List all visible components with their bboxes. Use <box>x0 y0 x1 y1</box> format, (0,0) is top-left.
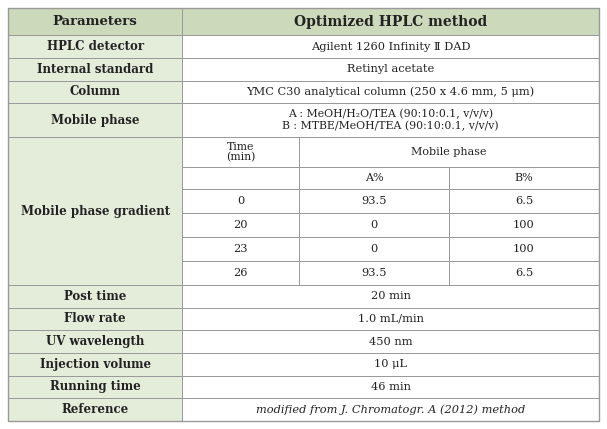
Bar <box>299 213 449 237</box>
Bar <box>299 237 449 261</box>
Bar <box>182 285 599 308</box>
Bar <box>182 261 299 285</box>
Text: B : MTBE/MeOH/TEA (90:10:0.1, v/v/v): B : MTBE/MeOH/TEA (90:10:0.1, v/v/v) <box>282 121 499 132</box>
Bar <box>449 237 599 261</box>
Text: 46 min: 46 min <box>371 382 411 392</box>
Text: Agilent 1260 Infinity Ⅱ DAD: Agilent 1260 Infinity Ⅱ DAD <box>311 42 470 51</box>
Text: Running time: Running time <box>50 381 141 393</box>
Bar <box>182 213 299 237</box>
Text: 100: 100 <box>513 244 535 254</box>
Bar <box>182 330 599 353</box>
Text: Parameters: Parameters <box>53 15 138 28</box>
Bar <box>182 35 599 58</box>
Bar <box>8 353 182 376</box>
Text: Retinyl acetate: Retinyl acetate <box>347 64 434 74</box>
Bar <box>182 398 599 421</box>
Bar <box>182 237 299 261</box>
Bar <box>299 261 449 285</box>
Text: Mobile phase gradient: Mobile phase gradient <box>21 205 170 218</box>
Text: 1.0 mL/min: 1.0 mL/min <box>358 314 424 324</box>
Bar <box>182 189 299 213</box>
Text: 93.5: 93.5 <box>361 196 387 206</box>
Bar <box>8 398 182 421</box>
Text: 0: 0 <box>237 196 244 206</box>
Text: 10 μL: 10 μL <box>374 359 407 369</box>
Bar <box>182 376 599 398</box>
Text: 20 min: 20 min <box>371 291 411 301</box>
Bar <box>299 189 449 213</box>
Text: 20: 20 <box>234 220 248 230</box>
Text: Post time: Post time <box>64 290 126 303</box>
Text: A : MeOH/H₂O/TEA (90:10:0.1, v/v/v): A : MeOH/H₂O/TEA (90:10:0.1, v/v/v) <box>288 109 493 119</box>
Text: Internal standard: Internal standard <box>37 63 154 76</box>
Text: Time: Time <box>227 142 254 152</box>
Bar <box>182 353 599 376</box>
Text: Flow rate: Flow rate <box>64 312 126 325</box>
Text: A%: A% <box>365 173 383 183</box>
Text: Mobile phase: Mobile phase <box>51 114 140 127</box>
Bar <box>449 167 599 189</box>
Bar <box>182 137 299 167</box>
Bar <box>449 213 599 237</box>
Text: YMC C30 analytical column (250 x 4.6 mm, 5 μm): YMC C30 analytical column (250 x 4.6 mm,… <box>246 87 535 97</box>
Text: Reference: Reference <box>61 403 129 416</box>
Text: 6.5: 6.5 <box>515 196 533 206</box>
Text: Injection volume: Injection volume <box>39 358 151 371</box>
Bar <box>8 285 182 308</box>
Bar <box>8 103 182 137</box>
Bar <box>449 189 599 213</box>
Bar <box>8 8 182 35</box>
Bar <box>182 58 599 81</box>
Bar <box>8 81 182 103</box>
Bar <box>8 58 182 81</box>
Text: 23: 23 <box>234 244 248 254</box>
Bar <box>8 35 182 58</box>
Text: (min): (min) <box>226 152 256 163</box>
Text: HPLC detector: HPLC detector <box>47 40 144 53</box>
Bar <box>8 137 182 285</box>
Bar <box>449 261 599 285</box>
Bar <box>182 308 599 330</box>
Text: B%: B% <box>515 173 534 183</box>
Text: modified from J. Chromatogr. A (2012) method: modified from J. Chromatogr. A (2012) me… <box>256 405 525 415</box>
Text: 93.5: 93.5 <box>361 268 387 278</box>
Text: 6.5: 6.5 <box>515 268 533 278</box>
Text: Optimized HPLC method: Optimized HPLC method <box>294 15 487 29</box>
Bar <box>182 8 599 35</box>
Bar <box>182 81 599 103</box>
Bar <box>182 103 599 137</box>
Text: 0: 0 <box>370 220 378 230</box>
Bar <box>8 376 182 398</box>
Bar <box>299 137 599 167</box>
Bar <box>182 167 299 189</box>
Text: 26: 26 <box>234 268 248 278</box>
Text: 0: 0 <box>370 244 378 254</box>
Text: Column: Column <box>70 85 121 99</box>
Bar <box>8 308 182 330</box>
Bar <box>299 167 449 189</box>
Bar <box>8 330 182 353</box>
Text: Mobile phase: Mobile phase <box>412 147 487 157</box>
Text: UV wavelength: UV wavelength <box>46 335 144 348</box>
Text: 450 nm: 450 nm <box>369 337 413 347</box>
Text: 100: 100 <box>513 220 535 230</box>
